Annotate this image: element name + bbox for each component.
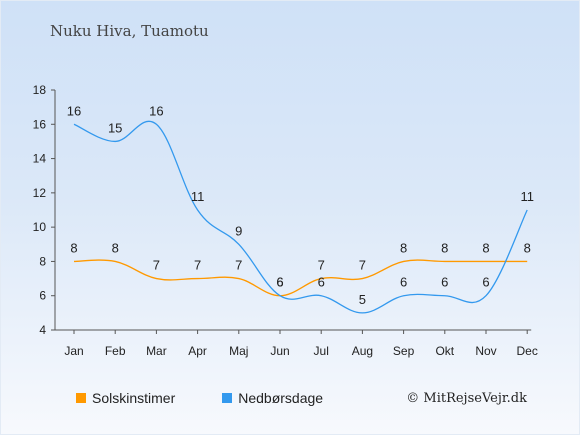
data-label-sunshine-Jun: 6 (276, 275, 283, 290)
x-tick-label-Aug: Aug (352, 344, 373, 358)
y-tick-label-14: 14 (33, 152, 47, 166)
legend-item-sunshine: Solskinstimer (76, 390, 175, 406)
legend-swatch-rain (222, 393, 233, 403)
legend-label-rain: Nedbørsdage (238, 390, 324, 406)
y-tick-label-18: 18 (33, 83, 47, 97)
y-tick-label-16: 16 (33, 117, 47, 131)
x-tick-label-Nov: Nov (475, 344, 496, 358)
x-tick-label-Jan: Jan (64, 344, 83, 358)
x-tick-label-Sep: Sep (393, 344, 415, 358)
series-line-rain (73, 120, 528, 314)
y-tick-label-10: 10 (33, 220, 47, 234)
x-tick-label-Mar: Mar (146, 344, 167, 358)
x-tick-label-Jun: Jun (270, 344, 289, 358)
chart-title: Nuku Hiva, Tuamotu (50, 22, 209, 40)
data-label-sunshine-Sep: 8 (400, 240, 407, 255)
x-tick-label-Okt: Okt (435, 344, 454, 358)
data-label-sunshine-Jan: 8 (70, 240, 77, 255)
x-tick-label-Feb: Feb (105, 344, 126, 358)
legend-item-rain: Nedbørsdage (222, 390, 323, 406)
data-label-sunshine-Okt: 8 (441, 240, 448, 255)
x-tick-label-Maj: Maj (229, 344, 248, 358)
data-label-rain-Mar: 16 (149, 103, 163, 118)
y-tick-label-4: 4 (39, 323, 46, 337)
data-label-sunshine-Mar: 7 (153, 258, 160, 273)
data-label-rain-Jan: 16 (67, 103, 81, 118)
data-label-sunshine-Apr: 7 (194, 258, 201, 273)
data-label-rain-Aug: 5 (359, 292, 366, 307)
legend-label-sunshine: Solskinstimer (92, 390, 176, 406)
data-label-sunshine-Feb: 8 (112, 240, 119, 255)
data-label-sunshine-Dec: 8 (524, 240, 531, 255)
data-label-rain-Nov: 6 (482, 275, 489, 290)
data-label-sunshine-Nov: 8 (482, 240, 489, 255)
series-line-sunshine (73, 259, 528, 297)
data-label-rain-Feb: 15 (108, 120, 122, 135)
data-label-rain-Dec: 11 (520, 189, 534, 204)
credit-text: © MitRejseVejr.dk (406, 391, 527, 406)
x-tick-label-Apr: Apr (188, 344, 207, 358)
legend-swatch-sunshine (76, 393, 86, 403)
data-label-sunshine-Maj: 7 (235, 258, 242, 273)
data-label-rain-Okt: 6 (441, 275, 448, 290)
y-tick-label-12: 12 (33, 186, 47, 200)
data-label-rain-Maj: 9 (235, 223, 242, 238)
data-label-rain-Jul: 6 (318, 275, 325, 290)
x-tick-label-Dec: Dec (517, 344, 538, 358)
data-label-rain-Sep: 6 (400, 275, 407, 290)
y-tick-label-8: 8 (39, 254, 46, 268)
data-label-rain-Apr: 11 (191, 189, 205, 204)
legend: Solskinstimer Nedbørsdage (76, 390, 370, 406)
data-label-rain-Jun: 6 (276, 275, 283, 290)
data-label-sunshine-Jul: 7 (318, 258, 325, 273)
data-label-sunshine-Aug: 7 (359, 258, 366, 273)
y-tick-label-6: 6 (39, 289, 46, 303)
x-tick-label-Jul: Jul (314, 344, 329, 358)
